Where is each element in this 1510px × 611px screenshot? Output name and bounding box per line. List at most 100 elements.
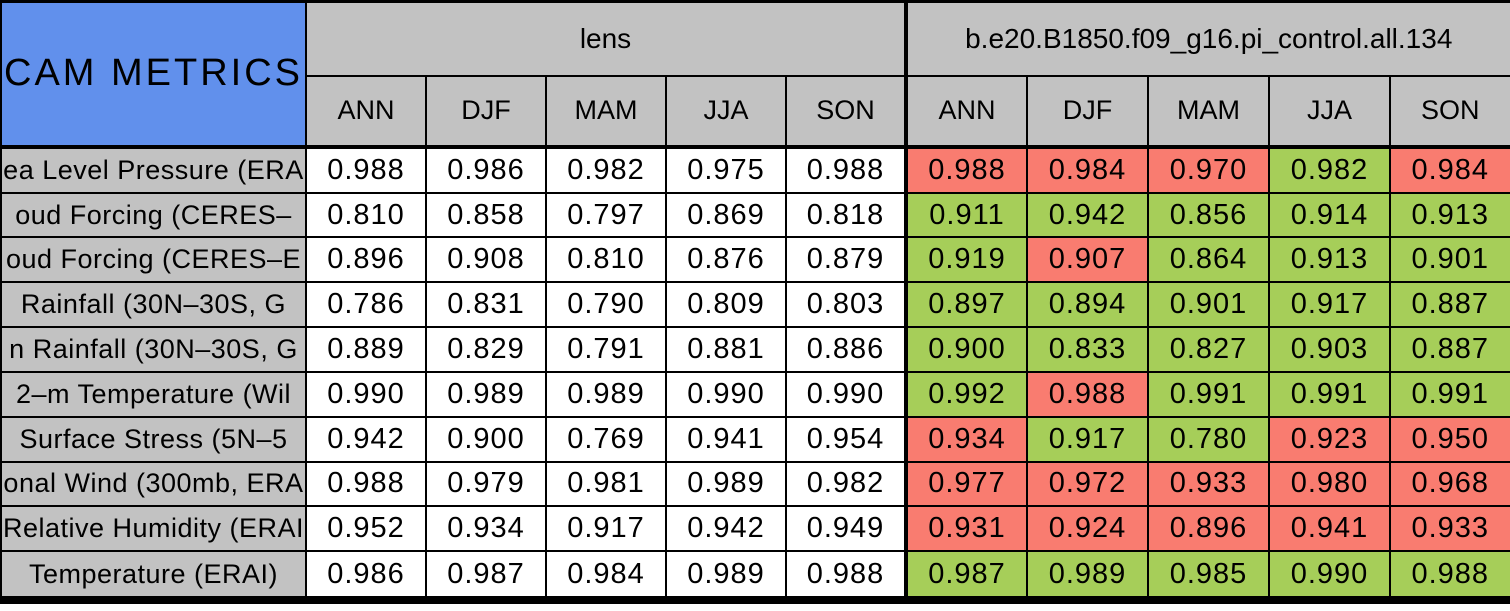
lens-value-cell: 0.989 [425,370,547,418]
table-row: Temperature (ERAI) 0.986 0.987 0.984 0.989 0.… [0,550,1510,601]
row-label: Surface Stress (5N–5 [0,415,307,463]
model-value-cell: 0.991 [1268,370,1391,418]
lens-value-cell: 0.786 [305,281,427,329]
lens-value-cell: 0.896 [305,236,427,284]
season-header-lens-ann: ANN [305,74,427,149]
row-label: Rainfall (30N–30S, G [0,281,307,329]
metrics-table-body: ea Level Pressure (ERA 0.988 0.986 0.982 0.9… [0,145,1510,601]
model-value-cell: 0.987 [904,550,1028,601]
lens-value-cell: 0.986 [305,550,427,601]
row-label: onal Wind (300mb, ERA [0,460,307,508]
model-value-cell: 0.901 [1147,281,1270,329]
model-value-cell: 0.913 [1389,191,1510,239]
table-row: ea Level Pressure (ERA 0.988 0.986 0.982 0.9… [0,145,1510,194]
lens-value-cell: 0.809 [665,281,787,329]
lens-value-cell: 0.810 [305,191,427,239]
model-value-cell: 0.942 [1026,191,1149,239]
lens-value-cell: 0.879 [785,236,907,284]
model-value-cell: 0.864 [1147,236,1270,284]
table-row: oud Forcing (CERES–E 0.896 0.908 0.810 0.876… [0,236,1510,284]
model-value-cell: 0.911 [904,191,1028,239]
season-header-model-jja: JJA [1268,74,1391,149]
model-value-cell: 0.941 [1268,505,1391,553]
season-header-model-mam: MAM [1147,74,1270,149]
model-value-cell: 0.977 [904,460,1028,508]
lens-value-cell: 0.986 [425,145,547,194]
row-label: oud Forcing (CERES–E [0,236,307,284]
model-value-cell: 0.856 [1147,191,1270,239]
model-value-cell: 0.894 [1026,281,1149,329]
lens-value-cell: 0.989 [545,370,667,418]
lens-value-cell: 0.990 [305,370,427,418]
model-value-cell: 0.917 [1268,281,1391,329]
model-value-cell: 0.980 [1268,460,1391,508]
model-value-cell: 0.833 [1026,326,1149,373]
lens-value-cell: 0.810 [545,236,667,284]
model-value-cell: 0.970 [1147,145,1270,194]
lens-value-cell: 0.979 [425,460,547,508]
lens-value-cell: 0.818 [785,191,907,239]
row-label: n Rainfall (30N–30S, G [0,326,307,373]
lens-value-cell: 0.942 [665,505,787,553]
model-value-cell: 0.924 [1026,505,1149,553]
lens-value-cell: 0.769 [545,415,667,463]
model-value-cell: 0.984 [1026,145,1149,194]
lens-value-cell: 0.908 [425,236,547,284]
table-title-cell: CAM METRICS [0,0,307,149]
lens-value-cell: 0.988 [305,145,427,194]
season-header-lens-son: SON [785,74,907,149]
table-row: oud Forcing (CERES– 0.810 0.858 0.797 0.869 0… [0,191,1510,239]
lens-value-cell: 0.949 [785,505,907,553]
lens-value-cell: 0.988 [785,145,907,194]
lens-value-cell: 0.881 [665,326,787,373]
model-value-cell: 0.972 [1026,460,1149,508]
model-value-cell: 0.887 [1389,326,1510,373]
model-value-cell: 0.985 [1147,550,1270,601]
model-value-cell: 0.919 [904,236,1028,284]
model-value-cell: 0.934 [904,415,1028,463]
group-header-lens: lens [305,0,907,77]
lens-value-cell: 0.952 [305,505,427,553]
lens-value-cell: 0.982 [785,460,907,508]
model-value-cell: 0.897 [904,281,1028,329]
lens-value-cell: 0.869 [665,191,787,239]
lens-value-cell: 0.975 [665,145,787,194]
model-value-cell: 0.827 [1147,326,1270,373]
model-value-cell: 0.931 [904,505,1028,553]
lens-value-cell: 0.797 [545,191,667,239]
table-row: n Rainfall (30N–30S, G 0.889 0.829 0.791 0.8… [0,326,1510,373]
table-title: CAM METRICS [4,52,303,95]
lens-value-cell: 0.886 [785,326,907,373]
lens-value-cell: 0.987 [425,550,547,601]
table-row: Rainfall (30N–30S, G 0.786 0.831 0.790 0.809… [0,281,1510,329]
model-value-cell: 0.991 [1147,370,1270,418]
model-value-cell: 0.923 [1268,415,1391,463]
lens-value-cell: 0.954 [785,415,907,463]
row-label: oud Forcing (CERES– [0,191,307,239]
lens-value-cell: 0.917 [545,505,667,553]
lens-value-cell: 0.889 [305,326,427,373]
lens-value-cell: 0.989 [665,460,787,508]
lens-value-cell: 0.790 [545,281,667,329]
lens-value-cell: 0.803 [785,281,907,329]
lens-value-cell: 0.934 [425,505,547,553]
lens-value-cell: 0.990 [785,370,907,418]
model-value-cell: 0.901 [1389,236,1510,284]
group-header-model-case: b.e20.B1850.f09_g16.pi_control.all.134 [904,0,1510,77]
model-value-cell: 0.984 [1389,145,1510,194]
model-value-cell: 0.903 [1268,326,1391,373]
season-header-lens-jja: JJA [665,74,787,149]
lens-value-cell: 0.829 [425,326,547,373]
model-value-cell: 0.907 [1026,236,1149,284]
model-value-cell: 0.900 [904,326,1028,373]
lens-value-cell: 0.981 [545,460,667,508]
model-value-cell: 0.933 [1389,505,1510,553]
season-header-row: ANN DJF MAM JJA SON ANN DJF MAM JJA SON [1,74,1510,149]
lens-value-cell: 0.988 [305,460,427,508]
model-value-cell: 0.950 [1389,415,1510,463]
lens-value-cell: 0.941 [665,415,787,463]
table-row: 2–m Temperature (Wil 0.990 0.989 0.989 0.990… [0,370,1510,418]
model-value-cell: 0.988 [1389,550,1510,601]
model-value-cell: 0.989 [1026,550,1149,601]
